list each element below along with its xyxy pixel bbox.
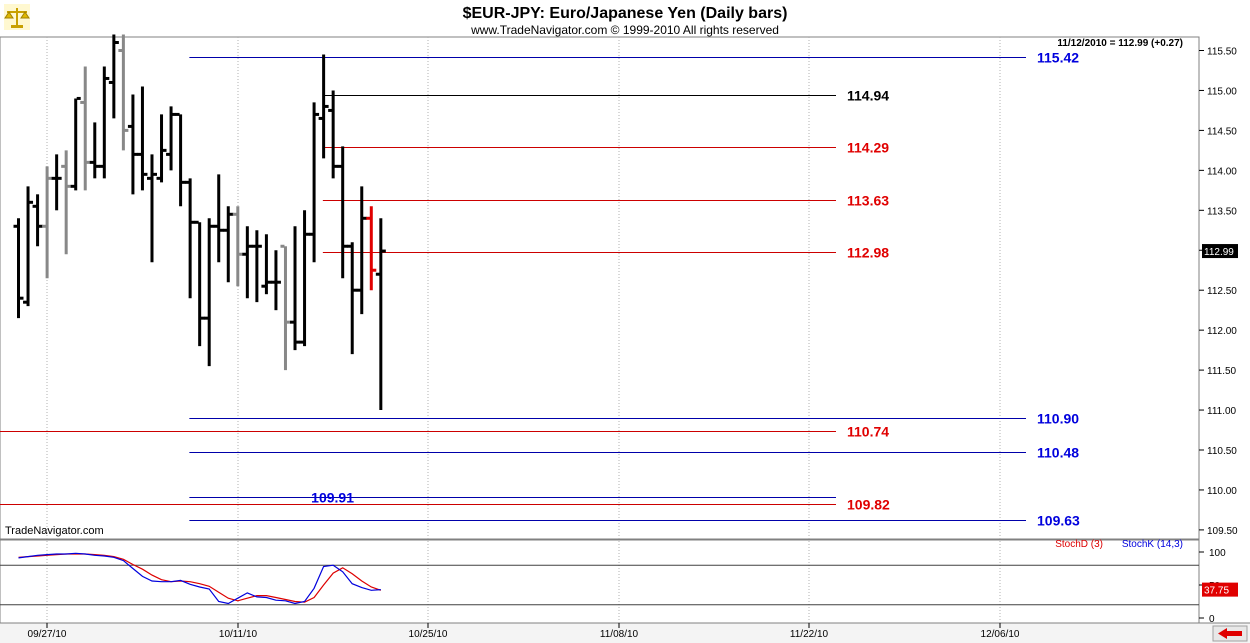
stoch-legend-d: StochD (3) [1055, 539, 1103, 550]
ohlc-bar [309, 102, 320, 263]
ohlc-bar [318, 54, 329, 159]
date-axis: 09/27/10 10/11/10 10/25/10 11/08/10 11/22/10… [28, 623, 1020, 640]
ohlc-bar [70, 96, 81, 191]
price-tick-label: 112.50 [1207, 286, 1237, 297]
ohlc-bar [213, 174, 224, 263]
date-tick-label: 12/06/10 [981, 629, 1020, 640]
ohlc-bar [366, 206, 377, 291]
ohlc-bar [156, 114, 167, 183]
stoch-last-box [1202, 582, 1238, 597]
level-label: 110.74 [847, 424, 889, 440]
stoch-legend-k: StochK (14,3) [1122, 539, 1183, 550]
date-tick-label: 11/22/10 [790, 629, 829, 640]
ohlc-bar [23, 186, 34, 307]
ohlc-bar [204, 218, 215, 367]
stochastic-oscillator [0, 552, 1199, 606]
level-label: 112.98 [847, 245, 889, 261]
price-tick-label: 114.50 [1207, 126, 1237, 137]
ohlc-bar [61, 150, 72, 255]
level-label: 114.29 [847, 140, 889, 156]
ohlc-bar [261, 234, 272, 295]
price-axis-strip [1199, 37, 1250, 623]
ohlc-bar [280, 244, 291, 371]
ohlc-bar [356, 186, 367, 315]
scales-icon [4, 4, 30, 30]
ohlc-bar [13, 218, 24, 319]
last-price-info: 11/12/2010 = 112.99 (+0.27) [1057, 38, 1183, 49]
ohlc-bar [166, 106, 177, 171]
ohlc-bar [328, 90, 339, 179]
ohlc-bar [270, 250, 281, 311]
level-label: 109.91 [311, 490, 354, 506]
ohlc-bar [89, 122, 100, 179]
stoch-tick-label: 100 [1209, 548, 1226, 559]
ohlc-bar [80, 66, 91, 191]
ohlc-bar [299, 210, 310, 347]
ohlc-bar [185, 178, 196, 299]
price-tick-label: 115.50 [1207, 47, 1237, 58]
last-price-label: 112.99 [1204, 247, 1234, 258]
stoch-axis: 10050037.75 [1199, 548, 1238, 625]
ohlc-bar [194, 220, 205, 347]
chart-title: $EUR-JPY: Euro/Japanese Yen (Daily bars) [463, 5, 788, 22]
ohlc-bar [118, 34, 129, 151]
scroll-left-arrow-icon[interactable] [1212, 625, 1248, 642]
price-tick-label: 115.00 [1207, 86, 1237, 97]
date-tick-label: 11/08/10 [600, 629, 639, 640]
ohlc-bar [51, 154, 62, 211]
copyright-text: www.TradeNavigator.com © 1999-2010 All r… [470, 23, 779, 37]
level-lines: 115.42 114.94 114.29 113.63 112.98 110.90 110.… [0, 50, 1080, 529]
stoch-last-label: 37.75 [1204, 586, 1229, 597]
level-label: 110.90 [1037, 411, 1079, 427]
ohlc-bar [242, 226, 253, 299]
ohlc-bar [137, 86, 148, 191]
level-label: 113.63 [847, 193, 889, 209]
level-label: 109.63 [1037, 513, 1080, 529]
price-tick-label: 110.50 [1207, 446, 1237, 457]
level-label: 115.42 [1037, 50, 1079, 66]
ohlc-bar [99, 66, 110, 179]
watermark: TradeNavigator.com [5, 525, 104, 537]
ohlc-bar [175, 112, 186, 207]
ohlc-bar [42, 166, 53, 279]
date-tick-label: 10/25/10 [409, 629, 448, 640]
price-axis: 115.50115.00114.50114.00113.50113.00112.… [1199, 47, 1238, 537]
price-tick-label: 113.50 [1207, 206, 1237, 217]
date-tick-label: 09/27/10 [28, 629, 67, 640]
price-tick-label: 111.50 [1207, 366, 1237, 377]
ohlc-bar [146, 154, 157, 263]
price-tick-label: 114.00 [1207, 166, 1237, 177]
ohlc-bar [232, 206, 243, 287]
stoch-tick-label: 0 [1209, 614, 1215, 625]
ohlc-bar [337, 146, 348, 279]
price-tick-label: 110.00 [1207, 486, 1237, 497]
level-label: 109.82 [847, 497, 890, 513]
price-tick-label: 112.00 [1207, 326, 1237, 337]
ohlc-bar [290, 226, 301, 351]
ohlc-bar [251, 230, 262, 303]
price-tick-label: 109.50 [1207, 526, 1238, 537]
stoch-k-line [18, 552, 381, 605]
price-bars [13, 34, 386, 411]
price-panel [0, 36, 1200, 540]
level-label: 110.48 [1037, 445, 1079, 461]
level-label: 114.94 [847, 88, 889, 104]
price-tick-label: 111.00 [1207, 406, 1237, 417]
ohlc-bar [127, 94, 138, 195]
ohlc-bar [32, 194, 43, 247]
ohlc-bar [223, 206, 234, 283]
date-tick-label: 10/11/10 [219, 629, 258, 640]
ohlc-bar [347, 242, 358, 355]
ohlc-bar [108, 34, 119, 119]
date-axis-strip [0, 623, 1250, 643]
stoch-panel [0, 539, 1200, 624]
ohlc-bar [375, 218, 386, 411]
last-price-box [1202, 244, 1238, 259]
